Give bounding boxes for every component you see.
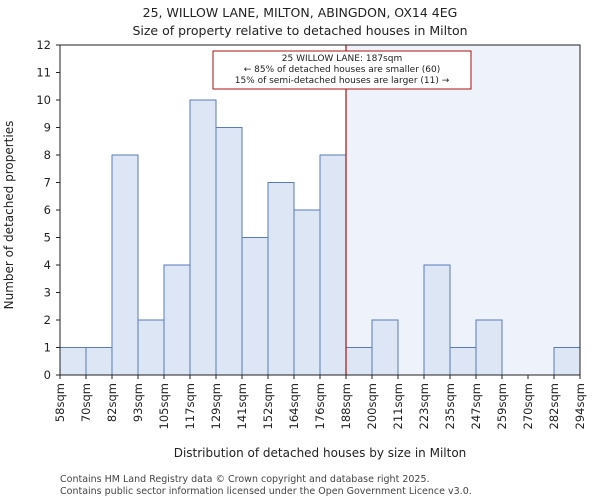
annotation-box: 25 WILLOW LANE: 187sqm ← 85% of detached… [212, 50, 472, 90]
bar-129sqm [215, 127, 243, 376]
bars-group [59, 99, 581, 376]
footer-line1: Contains HM Land Registry data © Crown c… [60, 474, 430, 485]
bar-117sqm [189, 99, 217, 376]
x-tick-label: 152sqm [261, 383, 275, 429]
x-tick-label: 259sqm [495, 383, 509, 429]
bar-152sqm [267, 182, 295, 376]
x-tick-label: 82sqm [105, 383, 119, 422]
x-tick-label: 164sqm [287, 383, 301, 429]
bar-93sqm [137, 319, 165, 376]
y-tick-label: 1 [44, 341, 51, 355]
x-tick-label: 247sqm [469, 383, 483, 429]
x-tick-label: 282sqm [547, 383, 561, 429]
bar-70sqm [85, 347, 113, 376]
bar-141sqm [241, 237, 269, 376]
x-tick-label: 188sqm [339, 383, 353, 429]
y-tick-label: 3 [44, 286, 51, 300]
x-tick-label: 70sqm [79, 383, 93, 422]
annotation-line2: ← 85% of detached houses are smaller (60… [244, 65, 441, 75]
bar-164sqm [293, 209, 321, 376]
x-tick-label: 235sqm [443, 383, 457, 429]
x-tick-label: 105sqm [157, 383, 171, 429]
bar-188sqm [345, 347, 373, 376]
y-tick-label: 6 [44, 203, 51, 217]
y-tick-label: 10 [36, 93, 51, 107]
bar-235sqm [449, 347, 477, 376]
x-axis-label: Distribution of detached houses by size … [174, 446, 467, 460]
x-tick-label: 270sqm [521, 383, 535, 429]
y-tick-label: 5 [44, 231, 51, 245]
x-tick-label: 294sqm [573, 383, 587, 429]
annotation-frame [212, 50, 472, 90]
y-axis-label: Number of detached properties [2, 121, 16, 310]
y-tick-label: 9 [44, 121, 51, 135]
y-tick-label: 7 [44, 176, 51, 190]
y-tick-label: 0 [44, 368, 51, 382]
x-tick-label: 117sqm [183, 383, 197, 429]
bar-200sqm [371, 319, 399, 376]
bar-105sqm [163, 264, 191, 376]
x-tick-label: 58sqm [53, 383, 67, 422]
bar-82sqm [111, 154, 139, 376]
x-axis-ticks: 58sqm 70sqm 82sqm 93sqm 105sqm 117sqm 129sqm 14… [53, 375, 587, 429]
x-tick-label: 176sqm [313, 383, 327, 429]
chart-title-line1: 25, WILLOW LANE, MILTON, ABINGDON, OX14 … [143, 5, 458, 20]
y-tick-label: 4 [44, 258, 51, 272]
x-tick-label: 223sqm [417, 383, 431, 429]
bar-58sqm [59, 347, 87, 376]
annotation-line3: 15% of semi-detached houses are larger (… [235, 76, 450, 86]
x-tick-label: 93sqm [131, 383, 145, 422]
x-tick-label: 211sqm [391, 383, 405, 429]
bar-282sqm [553, 347, 581, 376]
bar-176sqm [319, 154, 347, 376]
bar-223sqm [423, 264, 451, 376]
chart-title-line2: Size of property relative to detached ho… [132, 23, 467, 38]
y-tick-label: 8 [44, 148, 51, 162]
x-tick-label: 129sqm [209, 383, 223, 429]
y-tick-label: 2 [44, 313, 51, 327]
bar-247sqm [475, 319, 503, 376]
footer-line2: Contains public sector information licen… [60, 486, 472, 497]
annotation-line1: 25 WILLOW LANE: 187sqm [282, 54, 402, 64]
y-tick-label: 11 [36, 66, 51, 80]
x-tick-label: 200sqm [365, 383, 379, 429]
x-tick-label: 141sqm [235, 383, 249, 429]
y-tick-label: 12 [36, 38, 51, 52]
